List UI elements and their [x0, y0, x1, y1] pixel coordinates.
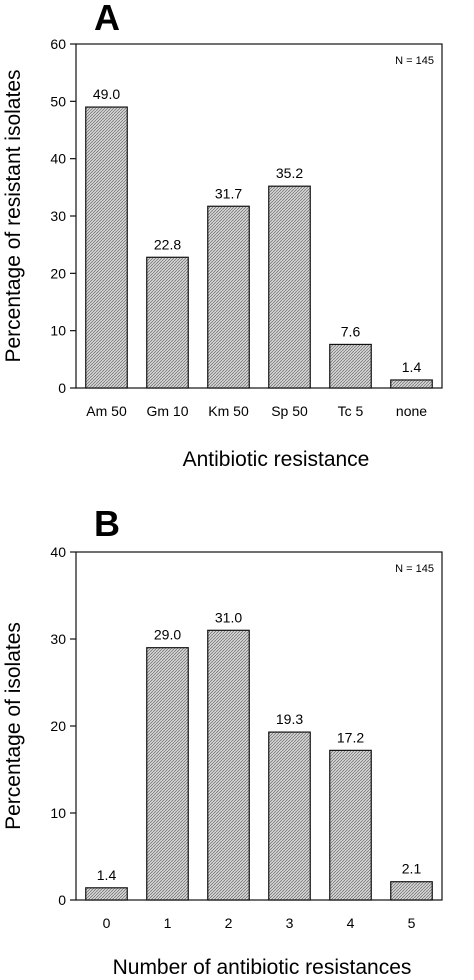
x-axis-ticks-b: 0 1 2 3 4 5: [103, 915, 416, 931]
x-tick-label: Tc 5: [338, 403, 364, 419]
bar-value-label: 22.8: [154, 236, 181, 252]
x-tick-label: Sp 50: [271, 403, 308, 419]
y-tick-label: 60: [50, 36, 66, 52]
x-tick-label: Km 50: [208, 403, 249, 419]
y-tick-label: 30: [50, 631, 66, 647]
x-tick-label: 2: [225, 915, 233, 931]
chart-b-svg: B N = 145 1.429.031.019.317.22.1 0102030…: [2, 503, 443, 979]
bar-value-label: 19.3: [276, 711, 303, 727]
bars-group-a: 49.0 22.8 31.7 35.2 7.6 1.4: [85, 86, 433, 389]
bar-5: [390, 881, 433, 901]
bar-0: [85, 887, 128, 901]
bar-none: [390, 379, 433, 389]
chart-a-svg: A N = 145 49.0 22.8 31.7 35.2 7.6 1.4 0 10 20 30…: [2, 0, 443, 471]
y-tick-label: 20: [50, 718, 66, 734]
sample-size-annotation-b: N = 145: [395, 563, 434, 575]
bar-value-label: 31.7: [215, 185, 242, 201]
bar-value-label: 35.2: [276, 165, 303, 181]
y-tick-label: 20: [50, 265, 66, 281]
bar-sp-50: [268, 185, 311, 389]
y-tick-label: 0: [58, 892, 66, 908]
x-axis-title-b: Number of antibiotic resistances: [113, 956, 412, 979]
bar-value-label: 17.2: [337, 729, 364, 745]
bars-group-b: 1.4 29.0 31.0 19.3 17.2 2.1: [85, 609, 433, 901]
bar-value-label: 31.0: [215, 609, 242, 625]
sample-size-annotation-a: N = 145: [395, 55, 434, 67]
y-tick-label: 40: [50, 544, 66, 560]
y-axis-title-a: Percentage of resistant isolates: [2, 70, 25, 363]
y-tick-label: 40: [50, 151, 66, 167]
x-tick-label: 0: [103, 915, 111, 931]
x-tick-label: 3: [286, 915, 294, 931]
bar-1: [146, 647, 189, 901]
y-tick-label: 10: [50, 323, 66, 339]
y-tick-label: 0: [58, 380, 66, 396]
x-tick-label: none: [396, 403, 427, 419]
bar-value-label: 7.6: [341, 323, 361, 339]
x-tick-label: 5: [408, 915, 416, 931]
x-tick-label: 4: [347, 915, 355, 931]
x-axis-title-a: Antibiotic resistance: [183, 448, 370, 471]
x-tick-label: Gm 10: [146, 403, 188, 419]
bar-am-50: [85, 106, 128, 389]
bar-2: [207, 629, 250, 901]
y-axis-ticks-a: 0 10 20 30 40 50 60: [50, 36, 76, 396]
bar-value-label: 29.0: [154, 627, 181, 643]
bar-value-label: 49.0: [93, 86, 120, 102]
chart-panel-a: A N = 145 49.0 22.8 31.7 35.2 7.6 1.4 0 10 20 30…: [2, 0, 443, 471]
y-axis-title-b: Percentage of isolates: [2, 622, 25, 830]
y-tick-label: 10: [50, 805, 66, 821]
y-tick-label: 30: [50, 208, 66, 224]
bar-4: [329, 749, 372, 901]
plot-frame-b: [75, 551, 443, 901]
x-tick-label: Am 50: [86, 403, 127, 419]
panel-label-a: A: [94, 0, 120, 38]
y-tick-label: 50: [50, 93, 66, 109]
bar-value-label: 1.4: [97, 867, 117, 883]
x-tick-label: 1: [164, 915, 172, 931]
bar-3: [268, 731, 311, 901]
plot-frame-a: [75, 43, 443, 389]
bar-gm-10: [146, 256, 189, 389]
panel-label-b: B: [94, 503, 120, 544]
y-axis-ticks-b: 0 10 20 30 40: [50, 544, 76, 908]
x-axis-ticks-a: Am 50 Gm 10 Km 50 Sp 50 Tc 5 none: [86, 403, 427, 419]
bar-tc-5: [329, 343, 372, 389]
chart-panel-b: B N = 145 1.4 29.0 31.0 19.3 17.2 2.1 0 10 20 30…: [0, 490, 474, 980]
bar-value-label: 2.1: [402, 861, 422, 877]
bar-km-50: [207, 205, 250, 389]
bar-value-label: 1.4: [402, 359, 422, 375]
